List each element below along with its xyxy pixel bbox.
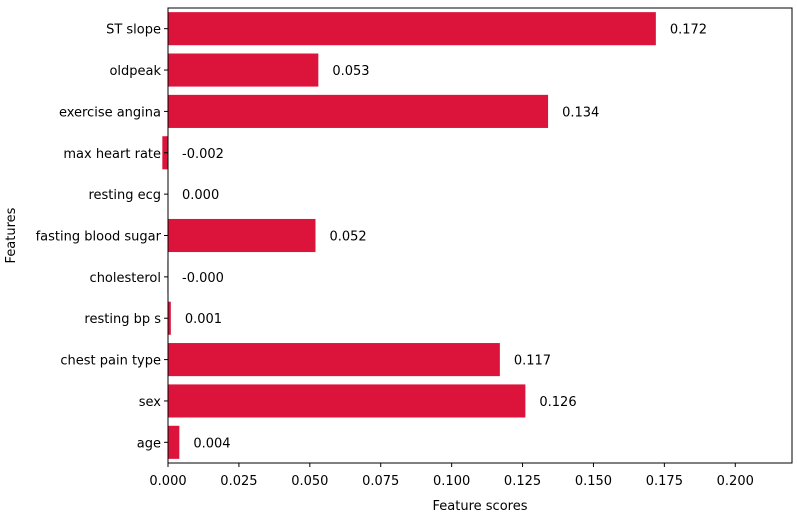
- x-tick-label: 0.200: [717, 474, 754, 489]
- y-tick-label: sex: [139, 395, 162, 410]
- x-axis: 0.000 0.025 0.050 0.075 0.100 0.125 0.150 0.175…: [149, 463, 754, 489]
- x-tick-label: 0.000: [149, 474, 186, 489]
- value-label: 0.172: [670, 23, 707, 38]
- value-label: 0.004: [193, 436, 230, 451]
- x-axis-label: Feature scores: [433, 499, 528, 514]
- bar-chest-pain-type: [168, 343, 500, 377]
- y-tick-label: chest pain type: [60, 354, 161, 369]
- value-label: -0.000: [182, 271, 224, 286]
- x-tick-label: 0.125: [504, 474, 541, 489]
- value-label: 0.053: [332, 64, 369, 79]
- value-label: -0.002: [182, 147, 224, 162]
- value-label: 0.052: [329, 230, 366, 245]
- y-tick-label: max heart rate: [63, 147, 161, 162]
- bars-layer: [162, 12, 656, 459]
- bar-age: [168, 425, 180, 459]
- value-label: 0.134: [562, 105, 599, 120]
- bar-oldpeak: [168, 53, 319, 87]
- value-label: 0.000: [182, 188, 219, 203]
- y-axis-label: Features: [4, 207, 19, 263]
- bar-resting-bp-s: [168, 301, 171, 335]
- y-tick-label: exercise angina: [59, 105, 161, 120]
- y-axis: age sex chest pain type resting bp s cholest…: [36, 23, 168, 451]
- y-tick-label: oldpeak: [109, 64, 161, 79]
- y-tick-label: fasting blood sugar: [36, 230, 162, 245]
- x-tick-label: 0.175: [646, 474, 683, 489]
- bar-sex: [168, 384, 526, 418]
- x-tick-label: 0.150: [575, 474, 612, 489]
- bar-exercise-angina: [168, 94, 549, 128]
- x-tick-label: 0.050: [291, 474, 328, 489]
- bar-fasting-blood-sugar: [168, 218, 316, 253]
- y-tick-label: cholesterol: [90, 271, 161, 286]
- y-tick-label: resting bp s: [84, 312, 161, 327]
- value-label: 0.126: [539, 395, 576, 410]
- y-tick-label: age: [137, 436, 161, 451]
- bar-st-slope: [168, 12, 656, 46]
- x-tick-label: 0.025: [220, 474, 257, 489]
- y-tick-label: ST slope: [106, 23, 161, 38]
- value-label: 0.117: [514, 354, 551, 369]
- x-tick-label: 0.075: [362, 474, 399, 489]
- x-tick-label: 0.100: [433, 474, 470, 489]
- value-label: 0.001: [185, 312, 222, 327]
- y-tick-label: resting ecg: [88, 188, 161, 203]
- value-labels-layer: 0.004 0.126 0.117 0.001 -0.000 0.052 0.000 -0.0…: [182, 23, 707, 452]
